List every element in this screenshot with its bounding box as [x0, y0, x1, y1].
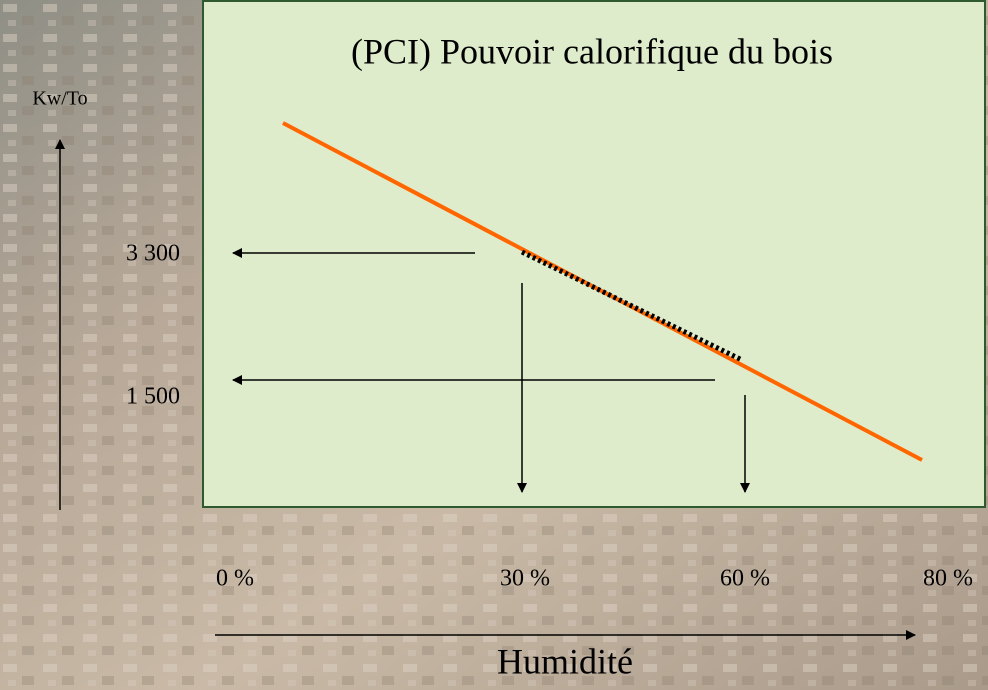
slide: (PCI) Pouvoir calorifique du bois Kw/To …	[0, 0, 988, 690]
y-label: 1 500	[126, 384, 180, 410]
x-label: 30 %	[500, 566, 550, 592]
x-axis-label: Humidité	[497, 641, 633, 681]
x-label: 0 %	[216, 566, 254, 592]
x-label: 80 %	[923, 566, 973, 592]
x-label: 60 %	[720, 566, 770, 592]
y-label: 3 300	[126, 241, 180, 267]
title: (PCI) Pouvoir calorifique du bois	[351, 31, 833, 71]
y-axis-label: Kw/To	[32, 88, 87, 110]
